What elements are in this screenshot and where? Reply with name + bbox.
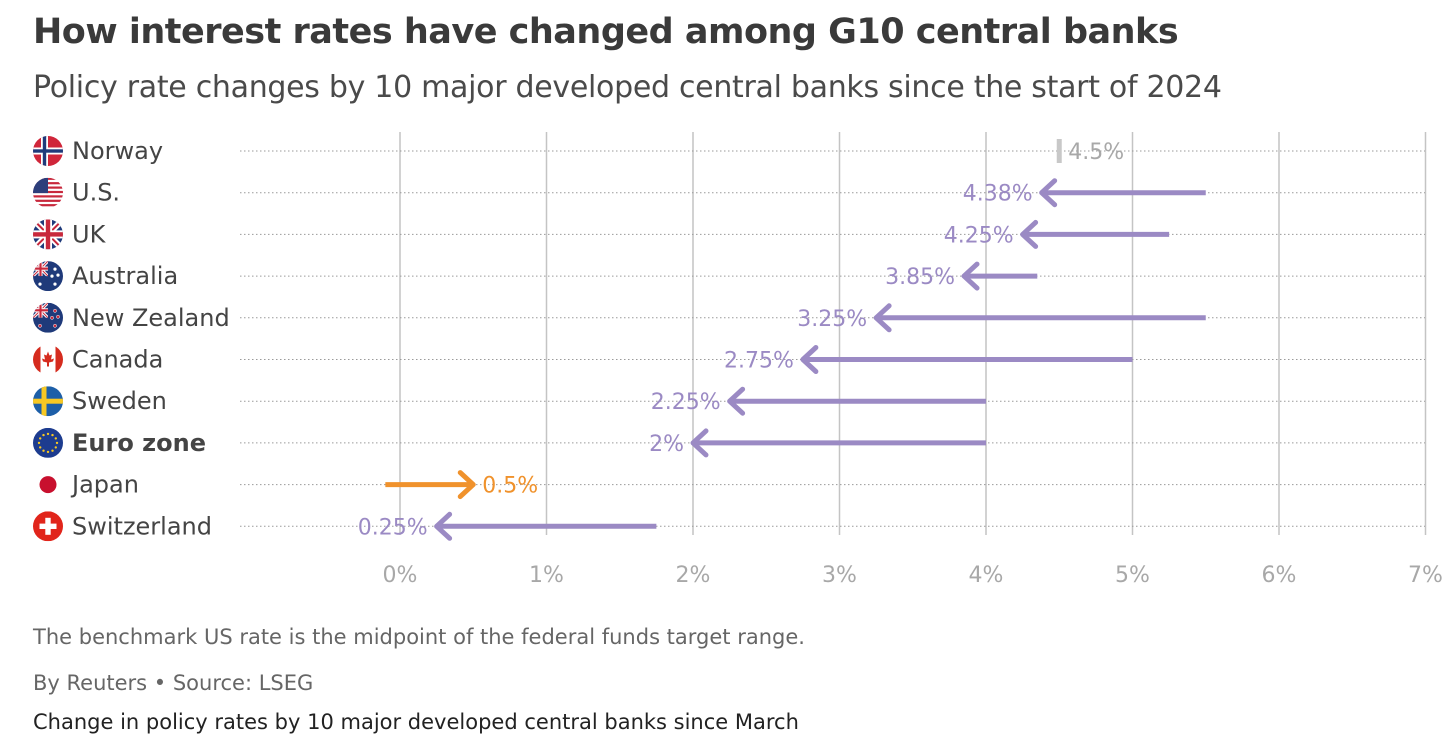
value-label: 3.25% (797, 307, 867, 332)
chart-subtitle: Policy rate changes by 10 major develope… (33, 70, 1222, 105)
chart-row: UK 4.25% (72, 219, 1425, 249)
switzerland-flag-icon (33, 511, 63, 542)
arrow-head (800, 345, 819, 374)
x-tick-label: 5% (1115, 563, 1150, 588)
unchanged-marker (1056, 139, 1062, 163)
arrow-head (961, 261, 980, 291)
arrow-head (1039, 178, 1058, 208)
japan-flag-icon (33, 469, 63, 500)
value-label: 3.85% (885, 265, 955, 290)
chart-row: Japan 0.5% (70, 470, 1425, 500)
uk-flag-icon (33, 219, 63, 250)
country-label: UK (72, 220, 107, 248)
value-label: 2.75% (724, 349, 794, 374)
arrow-head (873, 303, 892, 333)
country-label: Euro zone (72, 429, 206, 457)
chart-row: Sweden 2.25% (72, 386, 1425, 416)
country-label: Switzerland (72, 512, 212, 540)
country-label: U.S. (72, 179, 120, 207)
arrow-head (1020, 219, 1039, 249)
norway-flag-icon (33, 136, 63, 166)
country-label: Norway (72, 137, 163, 165)
x-tick-label: 2% (676, 563, 711, 588)
country-label: New Zealand (72, 304, 230, 332)
image-caption: Change in policy rates by 10 major devel… (33, 710, 799, 734)
new-zealand-flag-icon (33, 302, 63, 333)
chart-row: U.S. 4.38% (72, 178, 1425, 208)
sweden-flag-icon (33, 386, 63, 417)
x-tick-label: 4% (969, 563, 1004, 588)
value-label: 2% (649, 432, 684, 457)
chart-row: Australia 3.85% (72, 261, 1425, 291)
arrow-head (690, 428, 709, 458)
x-tick-label: 0% (383, 563, 418, 588)
eu-flag-icon (33, 427, 63, 458)
arrow-head (434, 511, 453, 541)
value-label: 0.5% (482, 474, 538, 499)
value-label: 4.25% (944, 223, 1014, 248)
value-label: 4.38% (963, 182, 1033, 207)
us-flag-icon (33, 177, 63, 208)
arrow-head (457, 470, 476, 500)
country-label: Canada (72, 346, 163, 374)
value-label: 4.5% (1068, 140, 1124, 165)
byline: By Reuters • Source: LSEG (33, 671, 314, 695)
arrow-chart: 0% 1% 2% 3% 4% 5% 6% 7% Norway 4.5% U.S. 4.38% UK 4.2… (33, 132, 1443, 588)
country-label: Japan (70, 471, 139, 499)
x-tick-label: 6% (1262, 563, 1297, 588)
chart-row: Norway 4.5% (72, 137, 1425, 165)
value-label: 2.25% (651, 390, 721, 415)
australia-flag-icon (33, 261, 63, 292)
chart-row: New Zealand 3.25% (72, 303, 1425, 333)
x-tick-label: 1% (529, 563, 564, 588)
chart-title: How interest rates have changed among G1… (33, 12, 1179, 52)
chart-row: Canada 2.75% (72, 345, 1425, 374)
country-label: Sweden (72, 387, 167, 415)
x-tick-label: 3% (822, 563, 857, 588)
arrow-head (727, 386, 746, 416)
chart-row: Euro zone 2% (72, 428, 1425, 458)
value-label: 0.25% (358, 515, 428, 540)
x-tick-label: 7% (1408, 563, 1443, 588)
chart-note: The benchmark US rate is the midpoint of… (33, 625, 805, 649)
chart-row: Switzerland 0.25% (72, 511, 1425, 541)
country-label: Australia (72, 262, 178, 290)
canada-flag-icon (33, 344, 63, 375)
